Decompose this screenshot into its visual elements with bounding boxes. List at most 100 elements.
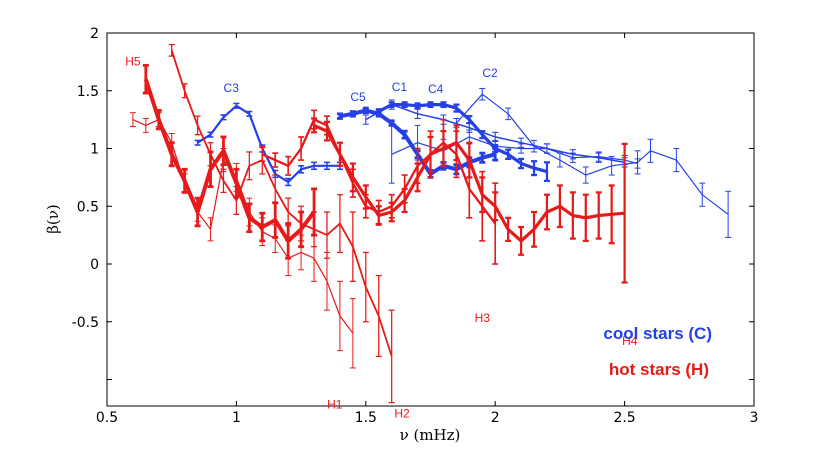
data-point-H4: [414, 162, 421, 193]
data-point-C3: [246, 110, 253, 117]
data-point-H2: [323, 211, 330, 259]
data-point-C4: [427, 101, 434, 109]
y-tick-label: 1: [90, 142, 99, 158]
data-point-H3: [285, 155, 292, 176]
data-point-H2: [336, 194, 343, 254]
data-point-C4: [531, 160, 538, 177]
data-point-H5: [233, 167, 240, 199]
data-point-H4: [375, 205, 382, 226]
data-point-H2: [272, 174, 279, 204]
x-axis-label: ν (mHz): [400, 426, 461, 444]
data-point-C5: [375, 110, 382, 118]
data-point-C1: [362, 114, 369, 125]
data-point-H4: [608, 184, 615, 245]
data-point-H5: [311, 187, 318, 237]
y-tick-label: 2: [90, 26, 99, 42]
series-H4: [311, 117, 628, 284]
series-line-C4: [377, 102, 548, 174]
data-point-H1: [349, 298, 356, 369]
y-axis-label: β(ν): [44, 204, 62, 234]
data-point-H4: [349, 162, 356, 193]
data-point-H2: [194, 115, 201, 136]
data-point-C2: [556, 152, 563, 168]
series-label-H4: H4: [622, 334, 638, 348]
data-point-H4: [531, 210, 538, 248]
data-point-H5: [168, 141, 175, 168]
data-point-C3: [207, 131, 214, 138]
data-point-C4: [414, 102, 421, 110]
data-point-H2: [362, 251, 369, 323]
data-point-H4: [479, 176, 486, 214]
legend: cool stars (C) hot stars (H): [603, 324, 712, 379]
data-point-H4: [569, 191, 576, 240]
data-point-H4: [543, 193, 550, 231]
series-label-H2: H2: [394, 407, 410, 421]
data-point-H1: [207, 217, 214, 242]
data-point-C5: [388, 119, 395, 127]
data-point-C3: [298, 165, 305, 174]
data-point-H2: [220, 168, 227, 194]
data-point-C3: [285, 177, 292, 187]
y-tick-label: -0.5: [72, 315, 99, 331]
data-point-C6: [634, 158, 641, 169]
data-point-C6: [569, 152, 576, 163]
data-point-H4: [453, 124, 460, 162]
series-line-C2: [455, 93, 729, 215]
data-point-C3: [194, 139, 201, 146]
data-point-H5: [272, 201, 279, 239]
series-line-H2: [170, 50, 393, 357]
y-tick-label: 0: [90, 257, 99, 273]
data-point-C2: [582, 166, 589, 184]
data-point-C3: [233, 102, 240, 109]
data-point-C2: [608, 156, 615, 176]
data-point-H4: [466, 141, 473, 179]
data-point-C6: [595, 151, 602, 162]
data-point-H5: [181, 167, 188, 194]
series-line-H1: [132, 118, 354, 334]
series-C3: [194, 102, 343, 187]
data-point-H4: [323, 120, 330, 142]
data-point-H4: [336, 141, 343, 167]
data-point-H4: [440, 130, 447, 167]
data-point-H2: [246, 151, 253, 181]
series-labels: C1 C2 C3 C4 C5 H1 H2 H3 H4 H5: [125, 54, 638, 420]
data-point-H4: [492, 191, 499, 222]
series-C2: [453, 87, 732, 238]
series-label-C2: C2: [482, 66, 498, 80]
data-point-C2: [531, 139, 538, 153]
data-point-H4: [595, 191, 602, 240]
data-point-C4: [518, 157, 525, 170]
series-label-C1: C1: [392, 80, 408, 94]
data-point-H4: [388, 201, 395, 223]
data-point-H4: [311, 117, 318, 134]
series-label-H3: H3: [475, 311, 491, 325]
x-tick-label: 2: [491, 410, 500, 426]
data-point-C4: [466, 115, 473, 125]
data-point-C2: [505, 107, 512, 121]
data-point-H1: [336, 280, 343, 352]
data-point-H2: [349, 211, 356, 282]
data-point-C5: [349, 110, 356, 118]
x-tick-label: 0.5: [96, 410, 118, 426]
data-point-H2: [168, 43, 175, 57]
data-point-H1: [129, 112, 136, 128]
data-point-H3: [298, 136, 305, 161]
data-point-C1: [414, 108, 421, 119]
data-point-C4: [453, 103, 460, 113]
data-point-C5: [362, 106, 369, 115]
x-tick-label: 1: [232, 410, 241, 426]
data-point-C5: [336, 112, 343, 120]
data-point-H2: [388, 309, 395, 404]
series-C4: [375, 101, 550, 182]
data-point-H5: [298, 210, 305, 249]
data-point-C2: [699, 182, 706, 207]
data-point-H4: [505, 216, 512, 243]
data-point-C5: [401, 129, 408, 140]
legend-hot-stars: hot stars (H): [609, 360, 709, 379]
data-point-H2: [285, 197, 292, 227]
data-point-C6: [543, 143, 550, 154]
data-point-C5: [492, 147, 499, 162]
series-line-H5: [143, 78, 316, 243]
x-tick-label: 1.5: [355, 410, 377, 426]
data-point-H5: [259, 211, 266, 243]
